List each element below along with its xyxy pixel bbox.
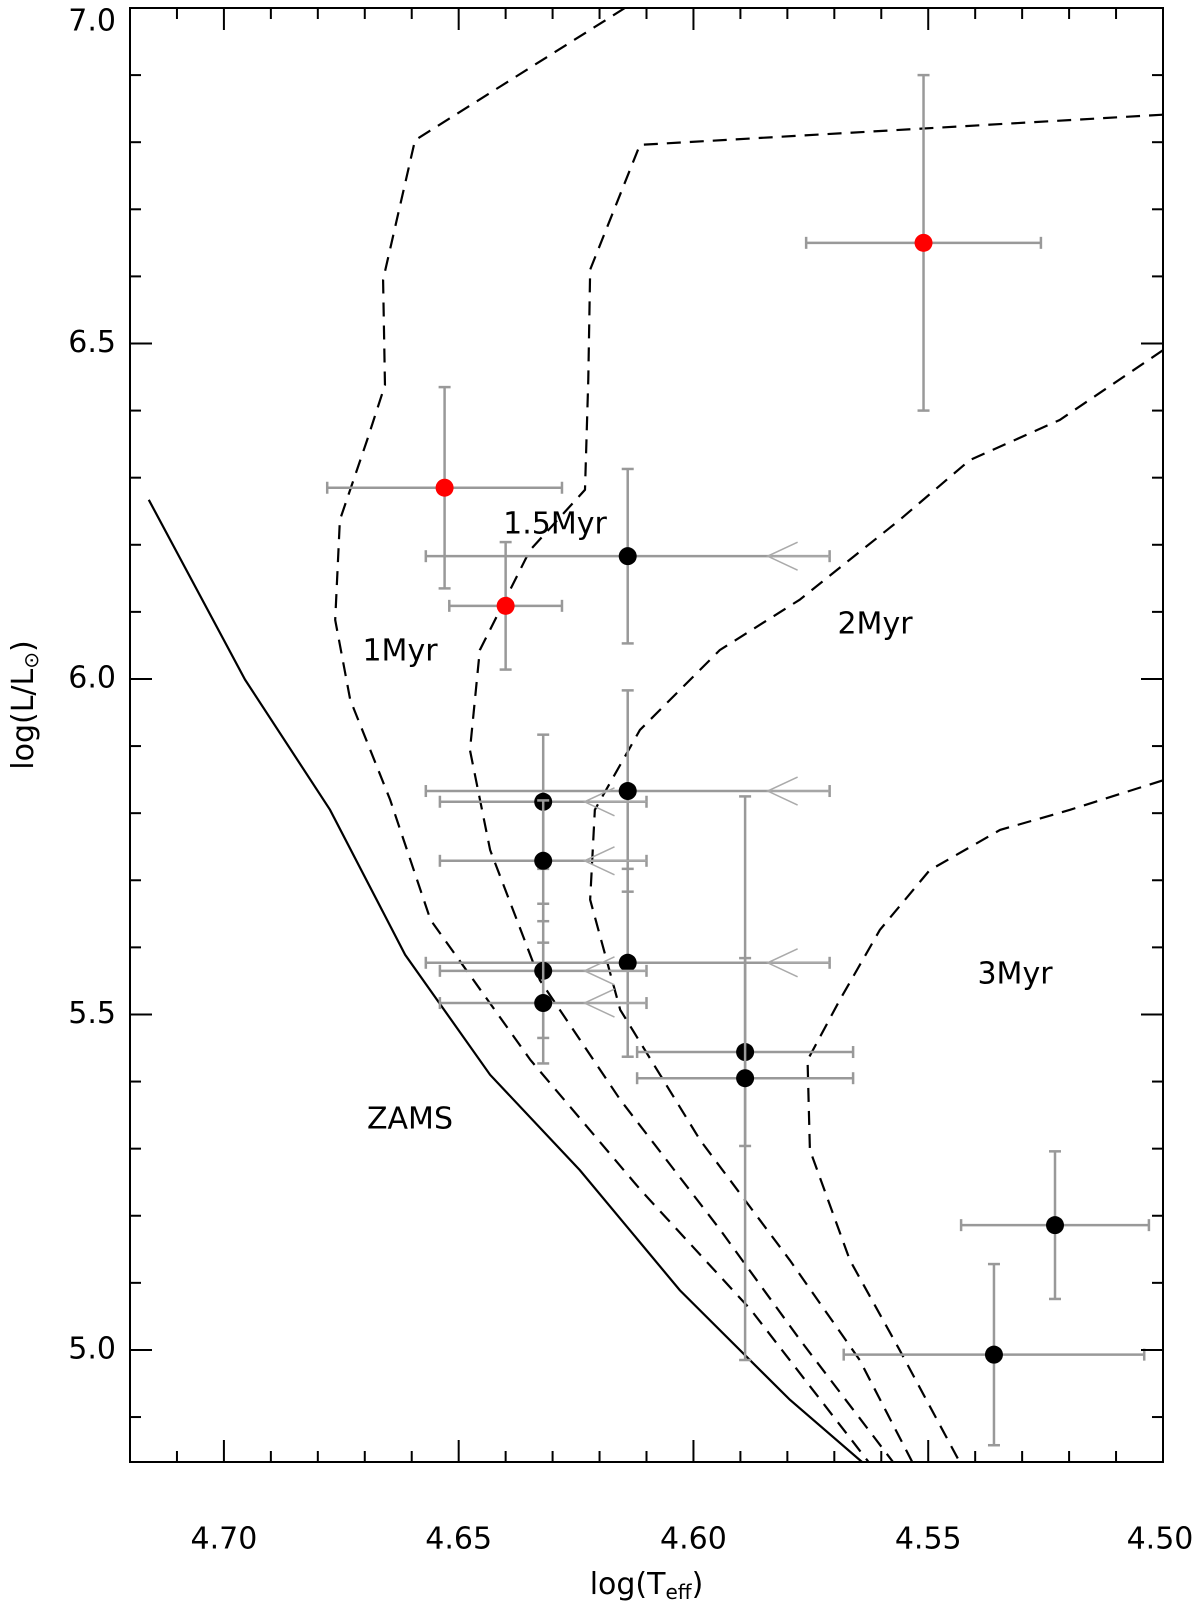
y-label-sub: ⊙: [19, 652, 43, 669]
y-tick-label: 6.0: [68, 660, 116, 695]
x-tick-label: 4.70: [191, 1522, 258, 1557]
data-point: [618, 782, 637, 801]
x-tick-label: 4.65: [425, 1522, 492, 1557]
limit-arrow: [765, 541, 830, 571]
plot-frame: [129, 7, 1164, 1463]
isochrone: [468, 113, 1163, 1462]
y-label-end: ): [6, 640, 41, 652]
curve-label: 2Myr: [837, 607, 913, 642]
plot-area: [147, 8, 1163, 1462]
limit-arrow: [582, 988, 647, 1018]
data-point: [534, 851, 553, 870]
data-point: [736, 1069, 755, 1088]
curve-label: 3Myr: [977, 957, 1053, 992]
data-point: [1046, 1216, 1065, 1235]
data-point: [914, 233, 933, 252]
data-point: [984, 1345, 1003, 1364]
limit-arrow: [582, 956, 647, 986]
data-point: [496, 596, 515, 615]
x-label-sub: eff: [665, 1580, 692, 1604]
y-tick-label: 5.5: [68, 996, 116, 1031]
x-tick-label: 4.50: [1127, 1522, 1194, 1557]
data-point: [618, 547, 637, 566]
curve-label: 1Myr: [362, 634, 438, 669]
x-label-main: log(T: [590, 1567, 666, 1602]
y-axis-label: log(L/L⊙): [6, 640, 43, 769]
data-point: [534, 994, 553, 1013]
y-label-main: log(L/L: [6, 668, 41, 769]
data-point: [618, 953, 637, 972]
zams-line: [147, 499, 863, 1462]
isochrone: [334, 8, 870, 1462]
limit-arrow: [582, 787, 647, 817]
x-label-end: ): [692, 1567, 704, 1602]
curve-label: ZAMS: [367, 1102, 453, 1137]
isochrone: [589, 349, 1163, 1462]
x-tick-label: 4.55: [895, 1522, 962, 1557]
curve-label: 1.5Myr: [503, 507, 607, 542]
y-tick-label: 5.0: [68, 1331, 116, 1366]
y-tick-label: 6.5: [68, 325, 116, 360]
limit-arrow: [765, 948, 830, 978]
data-point: [435, 478, 454, 497]
y-tick-label: 7.0: [68, 4, 116, 39]
x-axis-label: log(Teff): [590, 1567, 704, 1604]
x-tick-label: 4.60: [660, 1522, 727, 1557]
limit-arrow: [582, 846, 647, 876]
limit-arrow: [765, 776, 830, 806]
isochrone: [806, 779, 1163, 1462]
